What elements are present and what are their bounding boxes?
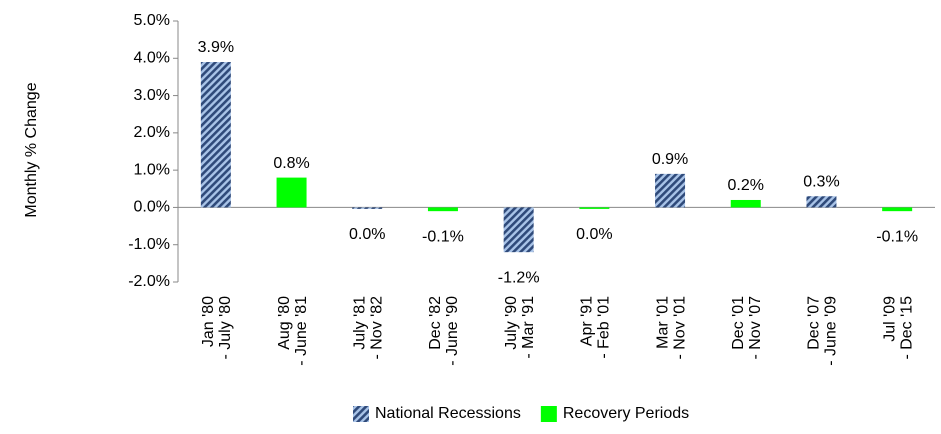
bar bbox=[200, 62, 231, 208]
x-tick-label: - Dec '15 bbox=[898, 296, 915, 360]
bar bbox=[503, 207, 534, 253]
x-tick-label: Dec '07 bbox=[806, 296, 823, 350]
data-label: 3.9% bbox=[198, 39, 234, 56]
x-tick-label: - Feb '01 bbox=[596, 296, 613, 359]
bar bbox=[655, 173, 686, 208]
data-label: 0.2% bbox=[728, 177, 764, 194]
x-tick-label: Jan '80 bbox=[200, 296, 217, 347]
y-tick-label: 2.0% bbox=[134, 124, 170, 141]
y-axis-label: Monthly % Change bbox=[23, 82, 40, 217]
bar bbox=[276, 177, 307, 208]
legend-label: Recovery Periods bbox=[563, 405, 689, 422]
legend-swatch bbox=[353, 406, 369, 422]
data-label: 0.0% bbox=[349, 226, 385, 243]
y-tick-label: -1.0% bbox=[128, 236, 170, 253]
legend-swatch bbox=[540, 406, 557, 422]
x-tick-label: July '81 bbox=[351, 296, 368, 350]
x-tick-label: Mar '01 bbox=[654, 296, 671, 349]
bar bbox=[427, 207, 458, 212]
x-tick-label: - June '09 bbox=[823, 296, 840, 366]
x-tick-label: - July '80 bbox=[217, 296, 234, 360]
bar bbox=[882, 207, 913, 212]
x-tick-label: - Nov '07 bbox=[747, 296, 764, 360]
data-label: -1.2% bbox=[498, 269, 540, 286]
y-tick-label: 1.0% bbox=[134, 161, 170, 178]
data-label: -0.1% bbox=[876, 228, 918, 245]
data-label: 0.3% bbox=[803, 173, 839, 190]
bar bbox=[730, 199, 761, 208]
x-tick-label: Dec '01 bbox=[730, 296, 747, 350]
x-tick-label: - June '90 bbox=[444, 296, 461, 366]
x-tick-label: - Nov '82 bbox=[368, 296, 385, 360]
x-tick-label: Aug '80 bbox=[276, 296, 293, 350]
data-label: 0.0% bbox=[576, 226, 612, 243]
bar bbox=[352, 207, 383, 209]
y-tick-label: 3.0% bbox=[134, 87, 170, 104]
data-label: 0.8% bbox=[273, 155, 309, 172]
y-tick-label: 5.0% bbox=[134, 12, 170, 29]
x-tick-label: Dec '82 bbox=[427, 296, 444, 350]
bar bbox=[806, 196, 837, 208]
y-tick-label: 4.0% bbox=[134, 50, 170, 67]
x-tick-label: - Mar '91 bbox=[520, 296, 537, 359]
x-tick-label: Apr '91 bbox=[579, 296, 596, 346]
y-tick-label: 0.0% bbox=[134, 199, 170, 216]
data-label: -0.1% bbox=[422, 228, 464, 245]
x-tick-label: - June '81 bbox=[293, 296, 310, 366]
bar bbox=[579, 207, 610, 209]
y-tick-label: -2.0% bbox=[128, 273, 170, 290]
x-tick-label: July '90 bbox=[503, 296, 520, 350]
x-tick-label: Jul '09 bbox=[881, 296, 898, 342]
legend-label: National Recessions bbox=[375, 405, 521, 422]
x-tick-label: - Nov '01 bbox=[671, 296, 688, 360]
data-label: 0.9% bbox=[652, 151, 688, 168]
